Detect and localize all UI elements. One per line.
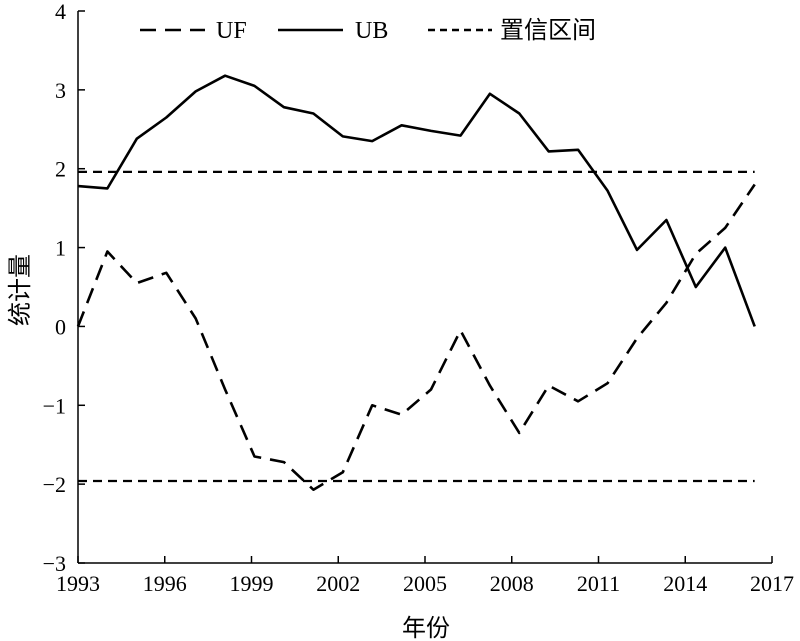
y-axis-title: 统计量 xyxy=(6,254,34,326)
legend-label-uf: UF xyxy=(216,18,247,44)
y-tick-label: −3 xyxy=(43,551,66,576)
y-tick-label: 0 xyxy=(55,314,66,339)
x-tick-label: 2008 xyxy=(490,571,534,596)
series-line-ub xyxy=(77,74,756,327)
x-tick-label: 2002 xyxy=(316,571,360,596)
axes xyxy=(77,10,773,564)
confidence-interval-lines xyxy=(78,170,755,483)
series-lines xyxy=(76,74,756,492)
series-line-uf xyxy=(76,183,756,492)
x-axis-title: 年份 xyxy=(402,614,450,641)
y-tick-label: −1 xyxy=(43,393,66,418)
legend-label-ci: 置信区间 xyxy=(500,16,596,44)
x-tick-label: 1993 xyxy=(56,571,100,596)
x-tick-label: 1996 xyxy=(143,571,187,596)
y-tick-label: 2 xyxy=(55,157,66,182)
x-tick-label: 2005 xyxy=(403,571,447,596)
y-tick-label: 1 xyxy=(55,236,66,261)
x-tick-label: 2011 xyxy=(577,571,620,596)
x-tick-label: 1999 xyxy=(230,571,274,596)
legend: UF UB 置信区间 xyxy=(140,16,596,44)
y-tick-label: 3 xyxy=(55,78,66,103)
y-tick-label: −2 xyxy=(43,472,66,497)
x-tick-label: 2014 xyxy=(663,571,707,596)
legend-label-ub: UB xyxy=(355,18,388,44)
x-tick-label: 2017 xyxy=(750,571,794,596)
y-tick-label: 4 xyxy=(55,0,66,24)
